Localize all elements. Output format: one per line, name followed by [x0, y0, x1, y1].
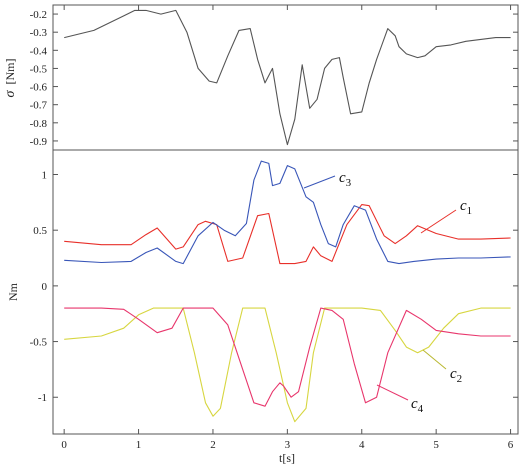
c2-leader-line: [422, 349, 447, 370]
c1-label: c1: [460, 198, 472, 217]
time-x-tick-label: 2: [210, 439, 216, 451]
c4-leader-line: [376, 384, 409, 401]
time-x-axis-label: t[s]: [279, 451, 295, 465]
coefficients-panel: 1 0.5 0 -0.5 -1 0 1 2 3 4 5 6 Nm t[s] c3 c1 c2 c4: [6, 5, 519, 465]
time-x-tick-label: 3: [285, 439, 291, 451]
sigma-symbol: σ: [3, 89, 18, 97]
time-x-axis-ticks: 0 1 2 3 4 5 6: [61, 5, 514, 451]
sigma-series-group: [64, 9, 511, 146]
coefficients-y-tick-label: 0.5: [33, 225, 47, 237]
c3-annotation: c3: [303, 170, 352, 189]
c3-leader-line: [303, 175, 336, 189]
c2-label: c2: [450, 366, 462, 385]
sigma-series-0-line: [64, 9, 511, 146]
sigma-y-tick-label: -0.6: [30, 82, 48, 94]
sigma-y-axis-ticks: -0.2 -0.3 -0.4 -0.5 -0.6 -0.7 -0.8 -0.9: [30, 9, 518, 148]
c1-annotation: c1: [420, 198, 472, 234]
coefficients-y-tick-label: 0: [42, 281, 48, 293]
sigma-y-tick-label: -0.9: [30, 136, 48, 148]
coefficients-y-axis-ticks: 1 0.5 0 -0.5 -1: [30, 170, 518, 404]
sigma-plot-frame: [52, 4, 519, 151]
coefficient-c3-line: [64, 160, 511, 265]
coefficient-c1-line: [64, 204, 511, 265]
time-x-tick-label: 1: [136, 439, 142, 451]
coefficient-c2-line: [64, 307, 511, 423]
coefficients-plot-frame: [52, 149, 519, 435]
time-x-tick-label: 0: [61, 439, 67, 451]
sigma-y-tick-label: -0.8: [30, 118, 48, 130]
sigma-y-axis-label: σ [Nm]: [3, 59, 18, 98]
sigma-unit: [Nm]: [3, 59, 17, 85]
c2-annotation: c2: [422, 349, 462, 385]
coefficients-y-tick-label: 1: [42, 170, 48, 182]
c4-label: c4: [411, 396, 424, 415]
sigma-panel: -0.2 -0.3 -0.4 -0.5 -0.6 -0.7 -0.8 -0.9 σ [Nm]: [3, 4, 519, 151]
c4-annotation: c4: [376, 384, 424, 415]
time-x-tick-label: 6: [508, 439, 514, 451]
coefficients-y-tick-label: -1: [38, 392, 47, 404]
sigma-y-tick-label: -0.7: [30, 100, 48, 112]
coefficient-c4-line: [64, 307, 511, 407]
c3-label: c3: [339, 170, 352, 189]
sigma-y-tick-label: -0.5: [30, 63, 48, 75]
coefficients-y-tick-label: -0.5: [30, 337, 48, 349]
coefficients-series-group: [64, 160, 511, 423]
time-x-tick-label: 5: [433, 439, 439, 451]
time-x-tick-label: 4: [359, 439, 365, 451]
sigma-y-tick-label: -0.3: [30, 27, 48, 39]
sigma-y-tick-label: -0.4: [30, 45, 48, 57]
c1-leader-line: [420, 209, 457, 234]
sigma-y-tick-label: -0.2: [30, 9, 47, 21]
coefficients-y-axis-label: Nm: [6, 282, 20, 301]
